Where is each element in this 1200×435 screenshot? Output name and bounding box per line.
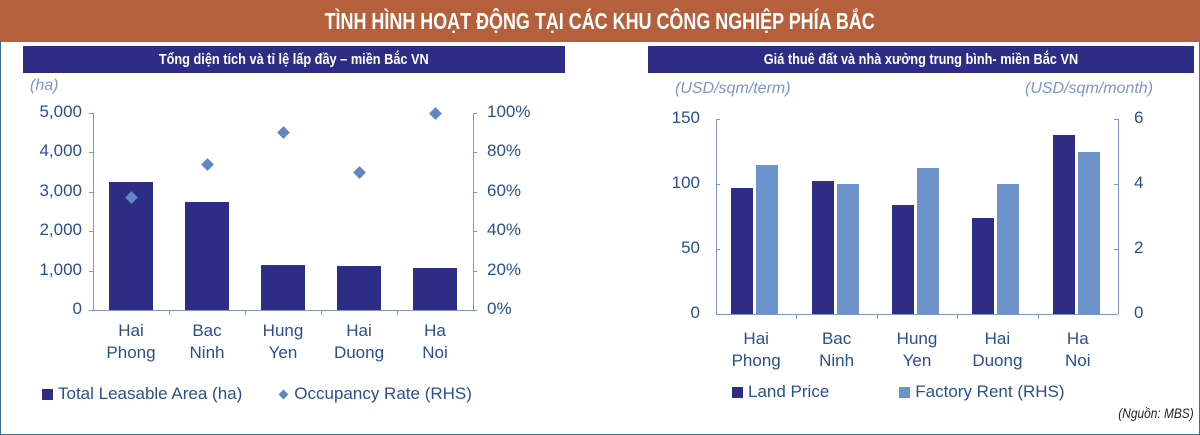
y2-tick-label: 0 <box>1134 303 1144 322</box>
x-category-label: Ha Noi <box>422 321 448 362</box>
x-axis <box>716 314 1118 315</box>
y-tick-label: 1,000 <box>39 259 82 279</box>
left-legend: Total Leasable Area (ha) Occupancy Rate … <box>42 384 472 404</box>
bar-land-price <box>811 181 834 314</box>
bar-land-price <box>731 187 754 314</box>
y-tick-mark <box>716 119 720 120</box>
y-tick-label: 4,000 <box>39 141 82 161</box>
legend-bar-label: Total Leasable Area (ha) <box>58 384 243 403</box>
x-category-label: Bac Ninh <box>189 321 225 362</box>
bar-factory-rent <box>917 167 939 314</box>
legend-factory-label: Factory Rent (RHS) <box>915 382 1065 401</box>
right-y-unit-left: (USD/sqm/term) <box>675 80 791 97</box>
page-title: TÌNH HÌNH HOẠT ĐỘNG TẠI CÁC KHU CÔNG NGH… <box>0 0 1200 42</box>
y2-tick-mark <box>473 113 477 114</box>
y2-tick-mark <box>1114 314 1118 315</box>
y-tick-label: 150 <box>671 108 700 127</box>
y-tick-label: 50 <box>681 238 700 257</box>
y2-tick-mark <box>473 152 477 154</box>
left-chart-subtitle: Tổng diện tích và tỉ lệ lấp đầy – miền B… <box>23 46 565 73</box>
y-tick-mark <box>716 314 720 315</box>
y2-tick-mark <box>1114 184 1118 185</box>
y-tick-label: 5,000 <box>39 102 82 121</box>
right-legend: Land Price Factory Rent (RHS) <box>732 382 1065 402</box>
bar-factory-rent <box>997 184 1020 314</box>
left-y-unit: (ha) <box>30 77 59 94</box>
right-chart-subtitle: Giá thuê đất và nhà xưởng trung bình- mi… <box>648 46 1194 73</box>
legend-diamond-swatch <box>278 389 289 399</box>
y-tick-mark <box>716 184 720 185</box>
y2-tick-label: 4 <box>1134 173 1144 192</box>
x-category-label: Hung Yen <box>896 329 938 370</box>
page-title-text: TÌNH HÌNH HOẠT ĐỘNG TẠI CÁC KHU CÔNG NGH… <box>324 8 876 34</box>
y2-tick-mark <box>1114 119 1118 120</box>
bar-factory-rent <box>756 164 779 314</box>
right-y-axis <box>473 113 474 310</box>
y2-tick-mark <box>473 310 477 311</box>
right-y-unit-right: (USD/sqm/month) <box>1025 80 1154 97</box>
x-category-label: Hung Yen <box>262 321 304 362</box>
legend-marker-label: Occupancy Rate (RHS) <box>294 384 472 403</box>
bar-land-price <box>892 204 914 314</box>
x-category-label: Hai Duong <box>972 329 1023 370</box>
x-category-label: Ha Noi <box>1065 329 1091 370</box>
y-tick-mark <box>89 113 93 114</box>
bar-factory-rent <box>1077 151 1100 314</box>
source-text: (Nguồn: MBS) <box>1118 405 1194 421</box>
x-tick-mark <box>1037 314 1039 319</box>
x-tick-mark <box>169 310 170 315</box>
bar-leasable-area <box>261 265 305 310</box>
y-tick-label: 3,000 <box>39 180 82 200</box>
y-tick-mark <box>89 191 93 193</box>
right-chart-subtitle-text: Giá thuê đất và nhà xưởng trung bình- mi… <box>763 51 1079 68</box>
x-tick-mark <box>796 314 798 319</box>
source-note: (Nguồn: MBS) <box>1105 405 1194 421</box>
y2-tick-label: 40% <box>487 220 522 240</box>
y-tick-mark <box>716 249 720 250</box>
y2-tick-mark <box>1114 249 1118 250</box>
y2-tick-mark <box>473 270 477 272</box>
y2-tick-mark <box>473 191 477 193</box>
y-tick-mark <box>89 152 93 154</box>
y2-tick-label: 6 <box>1134 108 1144 127</box>
y2-tick-label: 100% <box>487 102 531 121</box>
y-tick-label: 0 <box>690 303 700 322</box>
y-tick-mark <box>89 231 93 233</box>
y2-tick-label: 2 <box>1134 238 1144 257</box>
x-tick-mark <box>321 310 322 315</box>
bar-leasable-area <box>413 267 457 310</box>
left-chart-subtitle-text: Tổng diện tích và tỉ lệ lấp đầy – miền B… <box>159 51 429 68</box>
right-y-axis <box>1118 119 1119 314</box>
y2-tick-mark <box>473 231 477 233</box>
legend-factory-swatch <box>899 386 911 398</box>
y-tick-mark <box>89 270 93 272</box>
bar-leasable-area <box>185 202 229 310</box>
left-y-axis <box>716 119 717 314</box>
y2-tick-label: 80% <box>487 141 522 161</box>
x-axis <box>93 310 473 311</box>
x-tick-mark <box>957 314 959 319</box>
y2-tick-label: 60% <box>487 180 522 200</box>
bar-factory-rent <box>836 184 859 314</box>
bar-land-price <box>972 217 995 314</box>
y2-tick-label: 20% <box>487 259 522 279</box>
x-tick-mark <box>245 310 246 315</box>
x-category-label: Hai Phong <box>731 329 781 370</box>
x-tick-mark <box>876 314 878 319</box>
y2-tick-label: 0% <box>487 299 512 318</box>
bar-land-price <box>1052 134 1075 314</box>
y-tick-label: 100 <box>671 173 700 192</box>
bar-leasable-area <box>337 265 381 310</box>
x-tick-mark <box>397 310 398 315</box>
legend-bar-swatch <box>42 388 53 400</box>
y-tick-mark <box>89 310 93 311</box>
legend-land-label: Land Price <box>748 382 830 401</box>
left-y-axis <box>93 113 94 310</box>
x-category-label: Bac Ninh <box>819 329 855 370</box>
x-category-label: Hai Phong <box>106 321 156 362</box>
x-category-label: Hai Duong <box>333 321 385 362</box>
y-tick-label: 2,000 <box>39 220 82 240</box>
legend-land-swatch <box>732 386 743 398</box>
y-tick-label: 0 <box>72 299 82 318</box>
